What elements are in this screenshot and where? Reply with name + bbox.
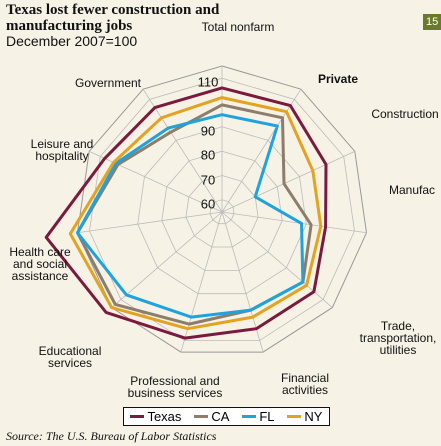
axis-label: Professional and business services [127,374,223,400]
legend-swatch [287,415,302,418]
series-line [44,86,328,340]
spoke [111,211,223,308]
legend-item: CA [194,409,229,424]
spoke [89,150,223,213]
chart-title: Texas lost fewer construction and manufa… [6,2,220,34]
spoke [221,88,302,213]
legend-swatch [130,415,145,418]
legend-item: FL [242,409,275,424]
r-tick-label: 80 [200,147,216,163]
grid-ring [209,199,235,225]
axis-label: Manufac [388,183,436,197]
legend-label: Texas [147,409,182,424]
axis-label: Government [74,76,142,90]
series-line [76,113,305,319]
spoke [221,211,333,308]
outer-ring [76,65,368,353]
axis-label: Leisure and hospitality [30,137,94,163]
spoke [142,88,223,213]
legend-item: NY [287,409,322,424]
legend: Texas CA FL NY [123,407,330,426]
axis-label: Financial activities [280,371,330,397]
axis-label: Total nonfarm [201,20,275,34]
legend-swatch [242,415,257,418]
series-line [76,103,313,326]
axis-label: Construction [371,107,439,121]
r-tick-label: 90 [200,123,216,139]
legend-item: Texas [130,409,181,424]
series-line [68,96,323,331]
grid-ring [185,175,259,248]
axis-label: Health care and social assistance [9,245,71,283]
source: Source: The U.S. Bureau of Labor Statist… [6,429,217,443]
r-tick-label: 60 [200,196,216,212]
r-tick-label: 110 [197,74,219,90]
axis-label: Educational services [38,344,102,370]
spoke [77,211,223,234]
grid-ring [161,150,283,271]
grid-ring [89,77,355,341]
r-tick-label: 70 [200,172,216,187]
axis-label: Private [317,72,359,86]
spoke [221,211,367,234]
legend-label: NY [304,409,323,424]
page-badge: 15 [423,14,441,30]
grid-ring [137,126,307,295]
chart-subtitle: December 2007=100 [6,33,138,49]
legend-swatch [194,415,209,418]
legend-label: CA [211,409,230,424]
legend-label: FL [259,409,275,424]
spoke [221,150,355,213]
axis-label: Trade, transportation, utilities [359,319,437,357]
spoke [180,211,223,353]
